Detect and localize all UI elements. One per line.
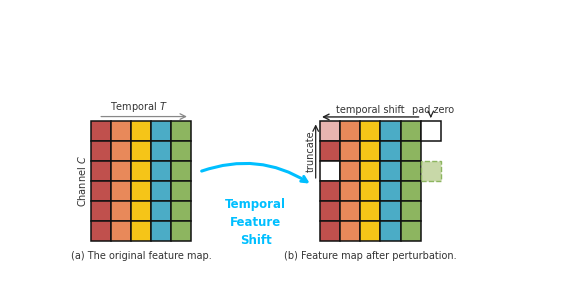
Bar bbox=[151, 141, 171, 161]
Bar bbox=[360, 161, 380, 181]
Text: Temporal
Feature
Shift: Temporal Feature Shift bbox=[225, 198, 286, 247]
Bar bbox=[111, 161, 131, 181]
Bar bbox=[91, 121, 111, 141]
Bar bbox=[320, 181, 340, 201]
Bar bbox=[380, 161, 400, 181]
Bar bbox=[171, 221, 191, 241]
Bar bbox=[151, 201, 171, 221]
Bar bbox=[340, 161, 360, 181]
Bar bbox=[360, 141, 380, 161]
Bar bbox=[420, 121, 441, 141]
Bar bbox=[340, 181, 360, 201]
Bar bbox=[380, 141, 400, 161]
Text: (b) Feature map after perturbation.: (b) Feature map after perturbation. bbox=[284, 250, 457, 261]
Bar bbox=[380, 221, 400, 241]
Bar bbox=[171, 121, 191, 141]
Bar bbox=[380, 181, 400, 201]
Bar bbox=[111, 201, 131, 221]
Bar bbox=[340, 221, 360, 241]
Bar bbox=[360, 221, 380, 241]
Bar bbox=[131, 161, 151, 181]
Bar bbox=[360, 121, 380, 141]
Bar bbox=[151, 121, 171, 141]
Bar bbox=[360, 201, 380, 221]
Bar bbox=[400, 161, 420, 181]
Bar bbox=[131, 221, 151, 241]
Bar bbox=[131, 201, 151, 221]
Text: Temporal $T$: Temporal $T$ bbox=[111, 100, 168, 114]
Bar bbox=[151, 181, 171, 201]
Bar bbox=[111, 221, 131, 241]
Bar bbox=[151, 161, 171, 181]
Bar bbox=[340, 201, 360, 221]
Bar bbox=[320, 121, 340, 141]
Bar bbox=[400, 201, 420, 221]
Bar bbox=[400, 221, 420, 241]
Bar bbox=[171, 161, 191, 181]
Bar bbox=[420, 161, 441, 181]
Bar bbox=[171, 201, 191, 221]
Bar bbox=[171, 141, 191, 161]
Bar bbox=[131, 181, 151, 201]
Bar bbox=[91, 141, 111, 161]
Bar bbox=[380, 201, 400, 221]
Text: (a) The original feature map.: (a) The original feature map. bbox=[71, 250, 211, 261]
Bar bbox=[91, 161, 111, 181]
Text: pad zero: pad zero bbox=[412, 105, 454, 116]
Bar bbox=[400, 181, 420, 201]
Text: truncate: truncate bbox=[306, 130, 316, 172]
Bar bbox=[111, 181, 131, 201]
Text: temporal shift: temporal shift bbox=[336, 105, 405, 116]
Bar bbox=[340, 141, 360, 161]
Text: Channel $C$: Channel $C$ bbox=[76, 155, 88, 207]
Bar bbox=[320, 141, 340, 161]
Bar bbox=[131, 121, 151, 141]
Bar bbox=[91, 221, 111, 241]
Bar bbox=[380, 121, 400, 141]
Bar bbox=[111, 121, 131, 141]
Bar bbox=[320, 201, 340, 221]
Bar bbox=[91, 201, 111, 221]
Bar bbox=[151, 221, 171, 241]
Bar bbox=[320, 221, 340, 241]
Bar bbox=[400, 121, 420, 141]
Bar bbox=[131, 141, 151, 161]
Bar bbox=[340, 121, 360, 141]
Bar bbox=[360, 181, 380, 201]
Bar bbox=[111, 141, 131, 161]
Bar bbox=[91, 181, 111, 201]
Bar bbox=[400, 141, 420, 161]
Bar bbox=[171, 181, 191, 201]
Bar bbox=[320, 161, 340, 181]
